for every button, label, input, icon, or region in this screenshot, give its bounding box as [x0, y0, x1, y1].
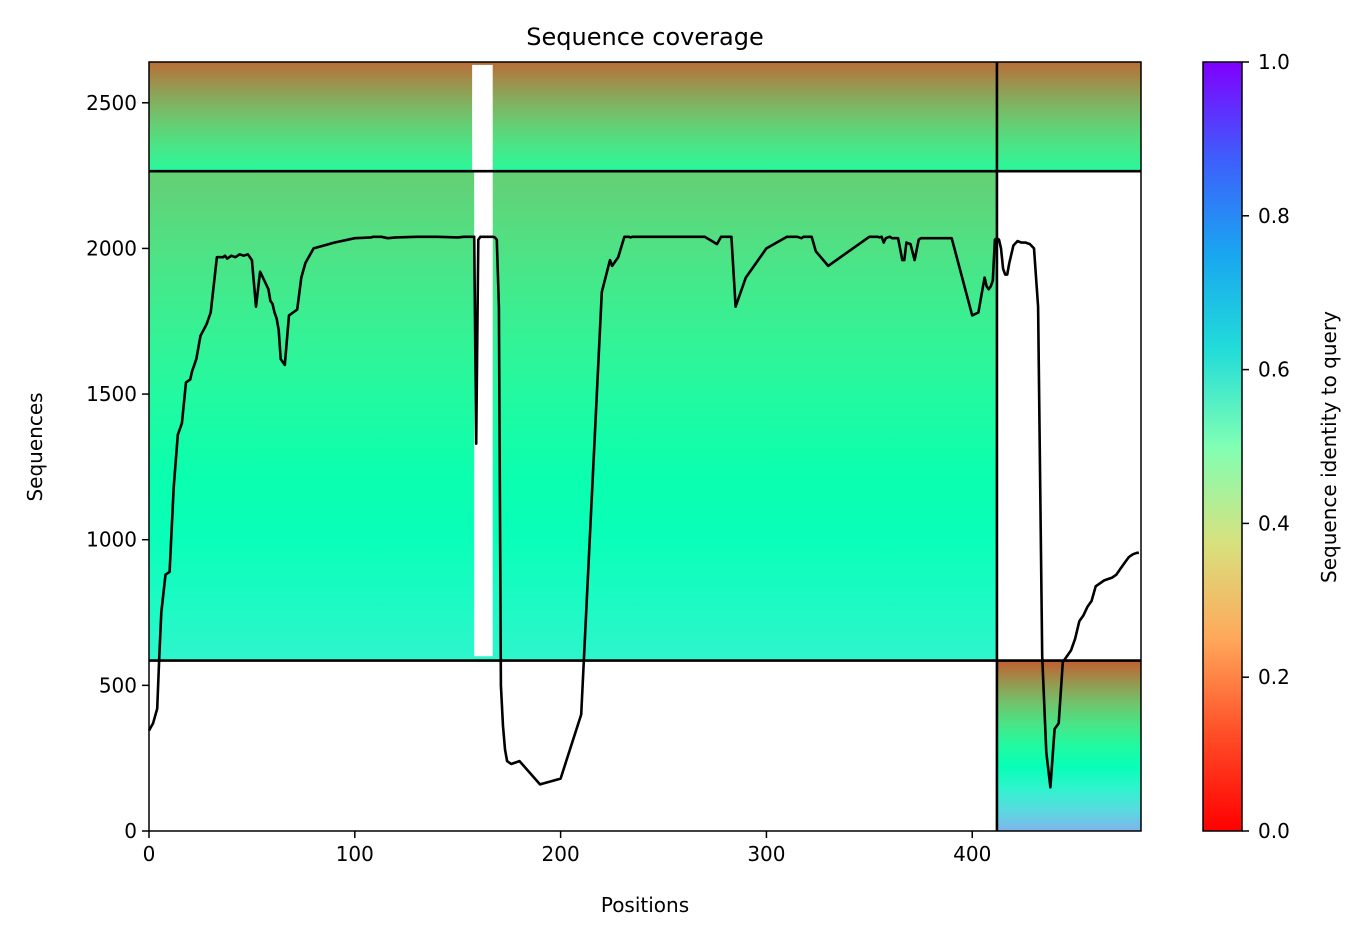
y-tick-label: 2000: [86, 236, 137, 260]
heatmap-block: [149, 62, 997, 172]
x-axis-ticks: 0 100 200 300 400: [143, 831, 991, 866]
colorbar-tick-label: 0.6: [1258, 358, 1290, 382]
heatmap-block: [996, 660, 1141, 831]
heatmap-block: [149, 171, 997, 661]
y-axis-label: Sequences: [23, 392, 47, 501]
colorbar-tick-label: 0.0: [1258, 819, 1290, 843]
x-tick-label: 200: [542, 842, 580, 866]
y-tick-label: 500: [99, 673, 137, 697]
y-tick-label: 1000: [86, 528, 137, 552]
plot-frame: [148, 61, 1142, 832]
x-tick-label: 0: [143, 842, 156, 866]
x-tick-label: 300: [747, 842, 785, 866]
y-tick-label: 1500: [86, 382, 137, 406]
colorbar-tick-label: 1.0: [1258, 50, 1290, 74]
coverage-line: [147, 235, 1139, 789]
block-boundaries: [149, 62, 1141, 831]
colorbar-ticks: 0.0 0.2 0.4 0.6 0.8 1.0: [1242, 50, 1290, 843]
y-axis-ticks: 0 500 1000 1500 2000 2500: [86, 91, 149, 843]
x-tick-label: 400: [953, 842, 991, 866]
y-tick-label: 0: [124, 819, 137, 843]
colorbar-label: Sequence identity to query: [1317, 311, 1341, 583]
x-tick-label: 100: [336, 842, 374, 866]
colorbar: [1202, 61, 1243, 832]
colorbar-tick-label: 0.8: [1258, 204, 1290, 228]
colorbar-tick-label: 0.2: [1258, 665, 1290, 689]
heatmap-block: [996, 62, 1141, 172]
y-tick-label: 2500: [86, 91, 137, 115]
colorbar-tick-label: 0.4: [1258, 511, 1290, 535]
x-axis-label: Positions: [601, 893, 689, 917]
gap-column: [472, 64, 493, 172]
heatmap-blocks: [149, 62, 1141, 831]
chart-title: Sequence coverage: [526, 23, 763, 51]
